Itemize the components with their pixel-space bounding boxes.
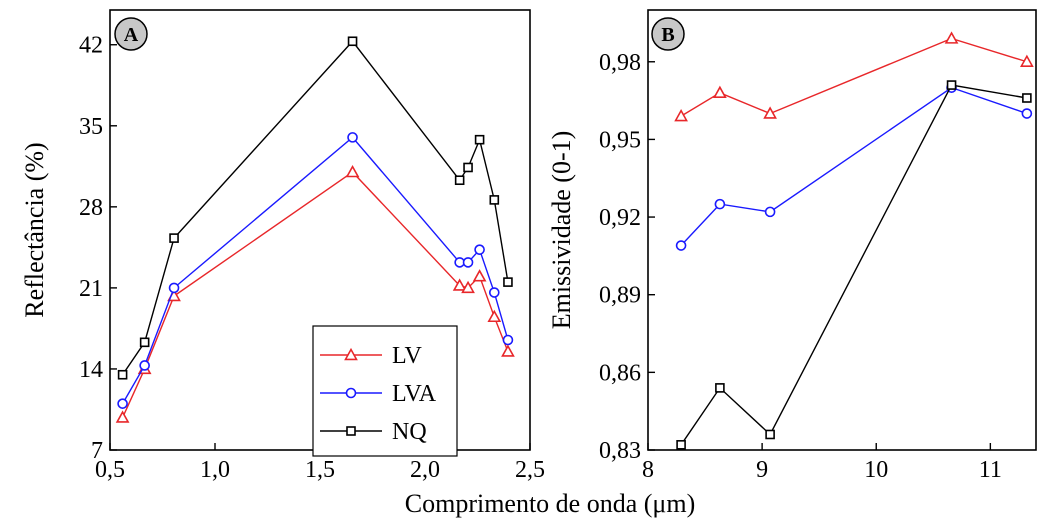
panel-b-y-tick-label: 0,83 <box>599 438 641 464</box>
panel-b-series <box>674 31 1034 450</box>
panel-b-y-tick-label: 0,86 <box>599 360 641 386</box>
panel-a-series-nq-point <box>474 134 485 145</box>
panel-b-y-tick-label: 0,98 <box>599 50 641 76</box>
panel-b-x-tick-label: 10 <box>864 457 888 483</box>
legend-lva-label: LVA <box>392 381 437 407</box>
panel-a-y-tick-label: 7 <box>91 438 103 464</box>
legend-box <box>312 325 458 457</box>
panel-a-y-tick-label: 21 <box>79 276 103 302</box>
panel-b: 8 9 10 11 0,83 0,86 0,89 0,92 0,95 0,98 B Emissiv… <box>547 9 1037 483</box>
panel-a-x-tick-label: 0,5 <box>95 457 125 483</box>
panel-a: 0,5 1,0 1,5 2,0 2,5 7 14 21 28 35 42 A Reflectânci… <box>20 9 545 483</box>
panel-b-x-tick-label: 9 <box>756 457 768 483</box>
legend: LV LVA NQ <box>312 325 458 457</box>
panel-a-label: A <box>124 24 139 46</box>
panel-b-series-nq-point <box>676 440 686 450</box>
panel-a-series-lv-point <box>115 410 130 423</box>
panel-b-x-tick-label: 11 <box>979 457 1002 483</box>
panel-b-series-lva-point <box>675 240 687 251</box>
panel-b-label: B <box>661 24 674 46</box>
panel-b-frame <box>647 9 1037 451</box>
panel-a-series-nq-point <box>347 36 358 47</box>
panel-a-y-tick-label: 42 <box>79 33 103 59</box>
panel-b-y-tick-label: 0,95 <box>599 127 641 153</box>
panel-a-series-lva-point <box>462 257 474 268</box>
panel-b-series-lv-point <box>674 108 688 122</box>
panel-b-series-lv-line <box>680 37 1028 117</box>
panel-b-series-nq-point <box>715 383 725 393</box>
panel-b-y-axis-title: Emissividade (0-1) <box>547 131 576 330</box>
panel-a-series <box>115 36 515 423</box>
panel-a-series-lva-point <box>139 360 150 371</box>
panel-a-series-lv-point <box>501 344 515 357</box>
panel-b-series-lv-point <box>763 106 777 119</box>
panel-a-series-lva-point <box>168 282 180 294</box>
panel-a-series-nq-point <box>489 195 500 205</box>
panel-a-series-lv-point <box>345 164 360 178</box>
panel-a-x-tick-label: 1,0 <box>200 457 230 483</box>
panel-a-series-lva-point <box>117 398 128 409</box>
panel-a-series-lva-point <box>488 287 500 298</box>
panel-a-series-lva-point <box>347 132 358 143</box>
legend-items: LV LVA NQ <box>320 343 437 445</box>
panel-a-series-nq-point <box>117 369 128 380</box>
legend-nq-marker <box>346 426 356 436</box>
panel-a-series-lva-point <box>474 244 485 255</box>
panel-b-series-lv-point <box>1020 54 1034 67</box>
panel-a-y-tick-label: 35 <box>79 114 103 140</box>
panel-b-series-lv-point <box>944 31 959 44</box>
legend-lv-marker <box>344 347 358 361</box>
panel-b-ticks: 8 9 10 11 0,83 0,86 0,89 0,92 0,95 0,98 <box>599 50 1002 483</box>
panel-b-y-tick-label: 0,92 <box>599 205 641 231</box>
panel-a-series-nq-line <box>122 40 509 376</box>
panel-a-series-lv-point <box>461 280 475 294</box>
panel-a-series-lv-point <box>487 309 502 323</box>
panel-b-y-tick-label: 0,89 <box>599 283 641 309</box>
panel-b-series-lva-line <box>680 86 1028 247</box>
panel-b-x-tick-label: 8 <box>642 457 654 483</box>
panel-a-series-lva-point <box>502 334 514 346</box>
legend-lv-label: LV <box>392 343 422 369</box>
panel-a-x-tick-label: 2,5 <box>515 457 545 483</box>
panel-a-y-tick-label: 28 <box>79 195 103 221</box>
panel-a-y-tick-label: 14 <box>79 357 103 383</box>
panel-a-series-nq-point <box>139 337 150 348</box>
panel-b-label-badge <box>651 17 685 51</box>
panel-a-series-lv-point <box>472 269 487 282</box>
panel-b-series-nq-point <box>946 80 957 90</box>
panel-b-series-lva-point <box>764 206 776 218</box>
panel-a-x-tick-label: 1,5 <box>305 457 335 483</box>
panel-b-series-lv-point <box>713 85 727 99</box>
panel-a-series-nq-point <box>503 277 513 287</box>
panel-b-series-nq-point <box>765 429 775 440</box>
panel-a-series-nq-point <box>463 162 473 173</box>
panel-a-x-tick-label: 2,0 <box>410 457 440 483</box>
panel-a-series-lv-point <box>452 278 467 291</box>
panel-a-label-badge <box>114 17 148 51</box>
panel-a-ticks: 0,5 1,0 1,5 2,0 2,5 7 14 21 28 35 42 <box>79 33 545 483</box>
legend-lva-marker <box>345 387 357 399</box>
panel-b-series-nq-line <box>680 84 1027 446</box>
panel-b-series-lva-point <box>714 198 726 210</box>
panel-b-series-lva-point <box>1021 108 1033 119</box>
panel-b-series-nq-point <box>1022 93 1032 103</box>
legend-nq-label: NQ <box>392 419 427 445</box>
panel-a-series-nq-point <box>454 175 465 186</box>
panel-a-series-nq-point <box>169 233 179 243</box>
x-axis-title: Comprimento de onda (μm) <box>405 489 696 518</box>
panel-a-y-axis-title: Reflectância (%) <box>20 142 49 317</box>
